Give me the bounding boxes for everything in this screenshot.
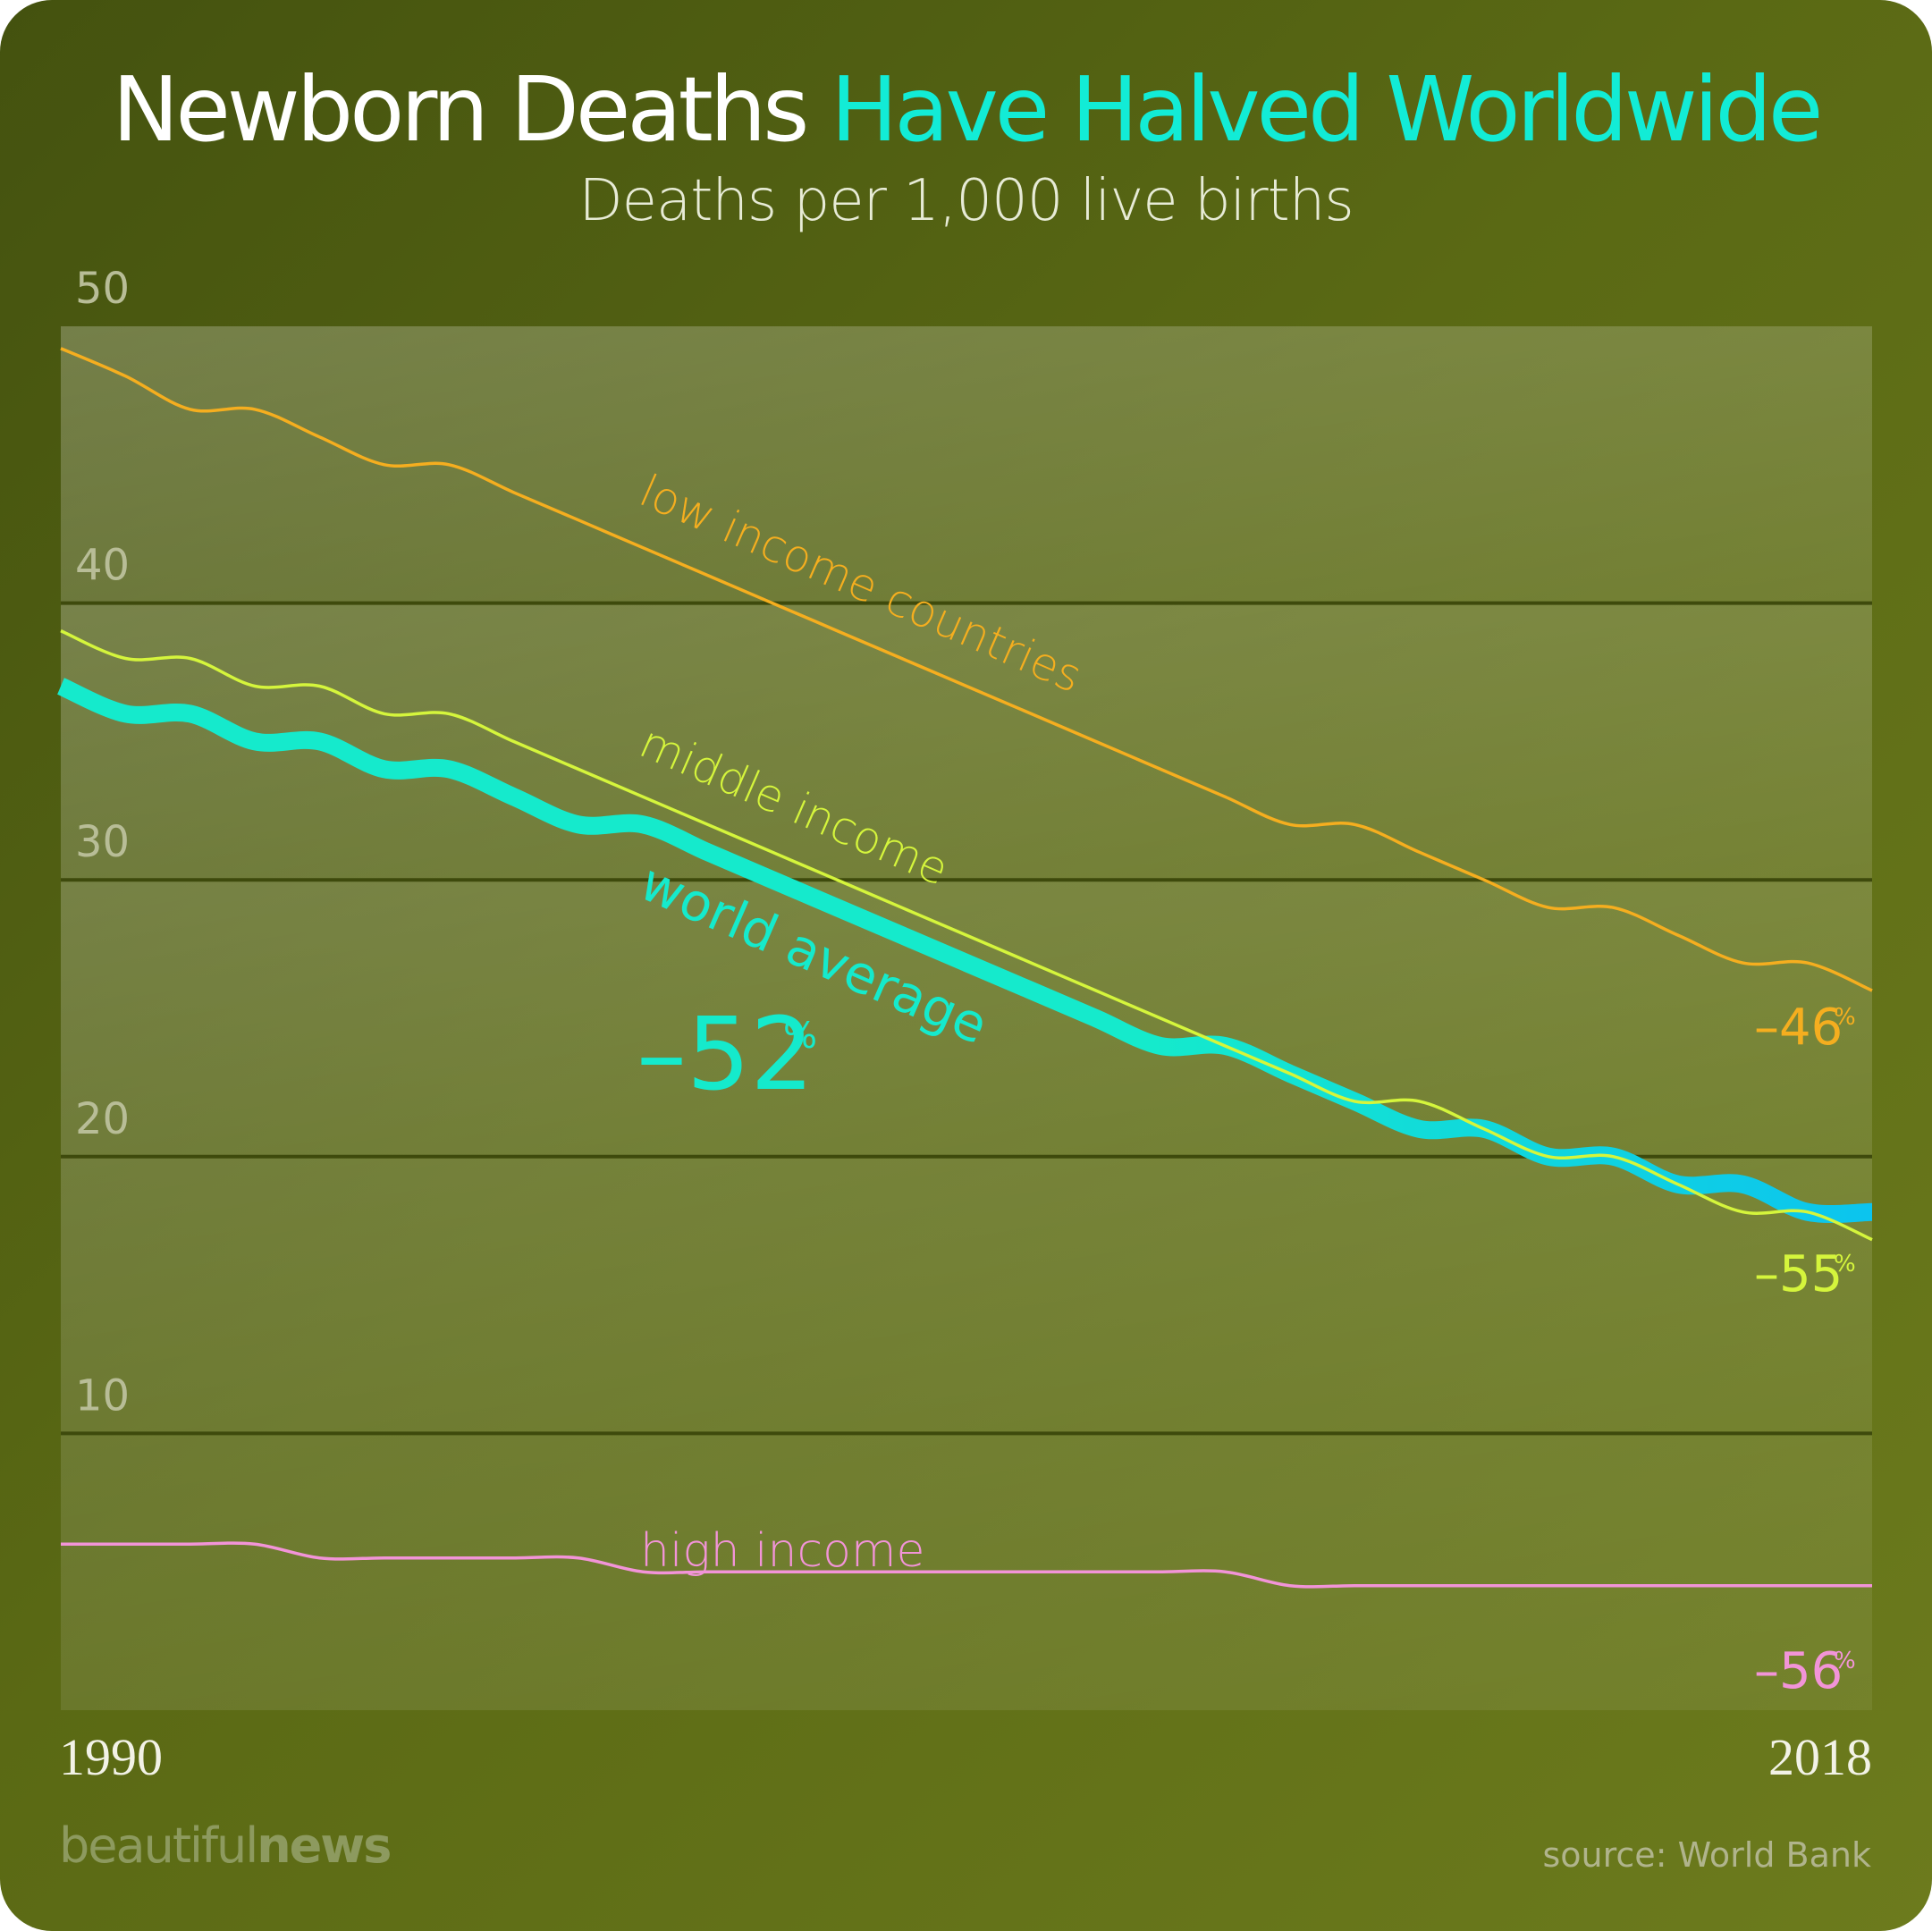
high-change-percent-sign: % xyxy=(1834,1648,1856,1674)
band-40-50 xyxy=(61,326,1872,603)
y-tick-label-30: 30 xyxy=(75,817,130,867)
x-tick-label-end: 2018 xyxy=(1768,1728,1872,1786)
chart-subtitle: Deaths per 1,000 live births xyxy=(578,168,1354,234)
low-change-value: –46 xyxy=(1754,999,1843,1057)
y-tick-label-40: 40 xyxy=(75,541,130,591)
brand-bold: news xyxy=(257,1817,392,1874)
x-tick-label-start: 1990 xyxy=(59,1728,163,1786)
title-part-1: Newborn Deaths xyxy=(112,57,810,162)
y-tick-label-20: 20 xyxy=(75,1094,130,1144)
series-line-middle xyxy=(60,628,1873,1242)
title-part-2: Have Halved Worldwide xyxy=(831,57,1823,162)
world-change-value: –52 xyxy=(637,997,814,1113)
series-label-high-income: high income xyxy=(640,1524,925,1578)
brand-light: beautiful xyxy=(59,1817,258,1874)
band-20-30 xyxy=(61,880,1872,1157)
middle-change-percent-sign: % xyxy=(1834,1251,1856,1277)
middle-change-value: –55 xyxy=(1754,1245,1843,1303)
brand-logo: beautifulnews xyxy=(59,1817,392,1874)
series-line-low xyxy=(60,347,1873,992)
high-change-value: –56 xyxy=(1754,1642,1843,1700)
band-30-40 xyxy=(61,603,1872,881)
source-note: source: World Bank xyxy=(1542,1835,1872,1875)
low-change-percent-sign: % xyxy=(1834,1004,1856,1031)
y-tick-label-10: 10 xyxy=(75,1370,130,1421)
world-change-percent-sign: % xyxy=(783,1016,817,1057)
band-10-20 xyxy=(61,1156,1872,1434)
page-title: Newborn Deaths Have Halved Worldwide xyxy=(0,52,1932,168)
y-tick-label-50: 50 xyxy=(75,264,130,314)
series-line-high xyxy=(61,1541,1872,1589)
